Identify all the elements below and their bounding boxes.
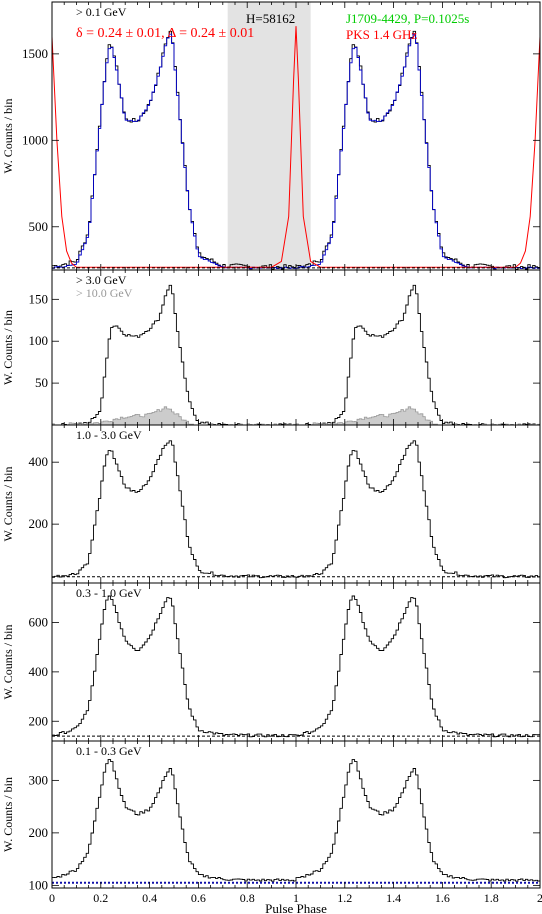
y-tick-label: 1000 — [22, 132, 48, 147]
radio-note: PKS 1.4 GHz — [346, 27, 417, 42]
panel-4: 200 400 600 W. Counts / bin 0.3 - 1.0 GeV — [1, 582, 541, 742]
x-tick-label: 0.8 — [240, 891, 255, 905]
y-tick-label: 400 — [29, 664, 49, 679]
radio-profile-line — [51, 26, 541, 268]
y-tick-label: 400 — [29, 454, 49, 469]
panel-frame — [51, 424, 541, 584]
x-tick-label: 0.4 — [142, 891, 157, 905]
x-axis-label: Pulse Phase — [265, 901, 327, 914]
panel-3: 200 400 W. Counts / bin 1.0 - 3.0 GeV — [1, 424, 541, 584]
h-test-note: H=58162 — [246, 11, 295, 26]
energy-band-label-2: > 10.0 GeV — [76, 286, 133, 300]
x-tick-label: 1.8 — [484, 891, 499, 905]
y-axis-label: W. Counts / bin — [1, 310, 15, 385]
phase-separation-note: δ = 0.24 ± 0.01, Δ = 0.24 ± 0.01 — [76, 26, 254, 41]
x-tick-label: 0.6 — [191, 891, 206, 905]
y-tick-label: 300 — [29, 772, 49, 787]
y-axis-label: W. Counts / bin — [1, 777, 15, 852]
y-tick-label: 150 — [29, 291, 49, 306]
gamma-profile-histogram-1 — [52, 284, 540, 426]
gamma-profile-histogram-1 — [52, 595, 540, 738]
energy-band-label: > 3.0 GeV — [76, 273, 127, 287]
y-axis-label: W. Counts / bin — [1, 467, 15, 542]
energy-band-label: 0.1 - 0.3 GeV — [76, 744, 142, 758]
y-tick-label: 200 — [29, 825, 49, 840]
x-tick-label: 2 — [537, 891, 542, 905]
panel-frame — [51, 740, 541, 889]
y-tick-label: 200 — [29, 516, 49, 531]
energy-band-label: 1.0 - 3.0 GeV — [76, 428, 142, 442]
y-tick-label: 200 — [29, 713, 49, 728]
x-tick-label: 1.6 — [435, 891, 450, 905]
gamma-profile-histogram-1 — [52, 440, 540, 579]
energy-band-label: 0.3 - 1.0 GeV — [76, 586, 142, 600]
panel-frame — [51, 582, 541, 742]
y-tick-label: 50 — [35, 375, 48, 390]
panel-2: 50 100 150 W. Counts / bin > 3.0 GeV> 10.0 G… — [1, 269, 541, 426]
gamma-profile-histogram-1 — [52, 759, 540, 882]
panel-5: 100 200 300 W. Counts / bin 0.1 - 0.3 GeV — [1, 740, 541, 892]
y-axis-label: W. Counts / bin — [1, 625, 15, 700]
high-energy-area — [52, 406, 540, 425]
pulsar-name-note: J1709-4429, P=0.1025s — [346, 11, 469, 26]
y-tick-label: 100 — [29, 877, 49, 892]
y-tick-label: 600 — [29, 615, 49, 630]
off-pulse-region — [227, 2, 311, 270]
panel-1: 500 1000 1500 W. Counts / bin > 0.1 GeV δ = 0… — [1, 1, 541, 271]
y-tick-label: 500 — [29, 219, 49, 234]
y-axis-label: W. Counts / bin — [1, 99, 15, 174]
y-tick-label: 1500 — [22, 46, 48, 61]
x-tick-label: 1 — [293, 891, 299, 905]
energy-band-label: > 0.1 GeV — [76, 5, 127, 19]
x-tick-label: 0.2 — [93, 891, 108, 905]
x-tick-label: 1.2 — [337, 891, 352, 905]
y-tick-label: 100 — [29, 333, 49, 348]
x-tick-label: 1.4 — [386, 891, 401, 905]
x-tick-label: 0 — [49, 891, 55, 905]
